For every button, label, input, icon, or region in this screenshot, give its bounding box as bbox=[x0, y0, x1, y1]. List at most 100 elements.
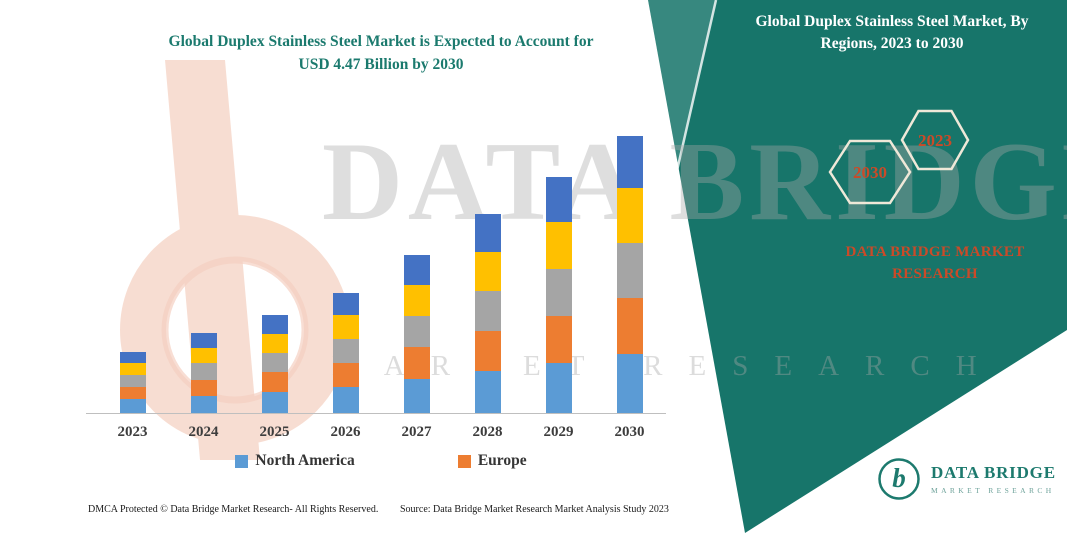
bar-segment bbox=[545, 363, 572, 413]
brand-name-text: DATA BRIDGE MARKET RESEARCH bbox=[845, 244, 1025, 282]
bar-segment bbox=[545, 222, 572, 269]
stacked-bar-2024 bbox=[190, 333, 217, 413]
bar-segment bbox=[190, 395, 217, 413]
bar-segment bbox=[616, 298, 643, 355]
bar-slot-2026 bbox=[310, 136, 381, 413]
bar-segment bbox=[261, 391, 288, 413]
logo-subtitle: MARKET RESEARCH bbox=[931, 486, 1055, 495]
legend-label: Europe bbox=[477, 452, 527, 469]
bar-slot-2023 bbox=[97, 136, 168, 413]
hexagon-2023-label: 2023 bbox=[918, 131, 952, 150]
dmca-notice: DMCA Protected © Data Bridge Market Rese… bbox=[88, 504, 379, 515]
bar-segment bbox=[545, 315, 572, 364]
bar-segment bbox=[190, 363, 217, 380]
bar-segment bbox=[190, 347, 217, 364]
watermark-data-bridge: DATA BRIDGE bbox=[322, 120, 1067, 244]
banner-title: Global Duplex Stainless Steel Market, By… bbox=[755, 13, 1029, 53]
bar-segment bbox=[119, 375, 146, 388]
bar-segment bbox=[119, 387, 146, 400]
x-axis-labels: 2023 2024 2025 2026 2027 2028 2029 2030 bbox=[97, 424, 665, 441]
bar-segment bbox=[261, 372, 288, 392]
bar-segment bbox=[474, 251, 501, 291]
bar-segment bbox=[474, 330, 501, 371]
stacked-bar-2029 bbox=[545, 176, 572, 413]
bar-slot-2025 bbox=[239, 136, 310, 413]
bar-segment bbox=[190, 379, 217, 396]
bar-segment bbox=[403, 284, 430, 316]
logo-text-block: DATA BRIDGE MARKET RESEARCH bbox=[931, 463, 1056, 495]
b-watermark-inner-ring bbox=[161, 256, 309, 404]
legend-item: Europe bbox=[457, 452, 527, 470]
chart-title-line1: Global Duplex Stainless Steel Market is … bbox=[168, 33, 594, 50]
bar-segment bbox=[616, 242, 643, 299]
bar-segment bbox=[332, 315, 359, 339]
brand-b-watermark bbox=[120, 60, 350, 460]
x-axis-label-2025: 2025 bbox=[259, 424, 290, 440]
hexagon-2023 bbox=[900, 109, 970, 171]
bar-segment bbox=[190, 333, 217, 348]
x-axis-label-2023: 2023 bbox=[117, 424, 148, 440]
bar-slot-2029 bbox=[523, 136, 594, 413]
bar-slot-2024 bbox=[168, 136, 239, 413]
bar-segment bbox=[616, 135, 643, 189]
hexagon-2030-label: 2030 bbox=[853, 163, 887, 182]
chart-title-line2: USD 4.47 Billion by 2030 bbox=[298, 56, 464, 74]
legend-swatch-icon bbox=[235, 454, 249, 468]
bar-segment bbox=[616, 354, 643, 413]
chart-legend: North America Europe bbox=[97, 452, 665, 470]
ribbon-white-slash bbox=[666, 0, 718, 211]
bar-segment bbox=[403, 255, 430, 285]
x-axis-label-2024: 2024 bbox=[188, 424, 219, 440]
bar-segment bbox=[261, 352, 288, 373]
x-axis-label-2026: 2026 bbox=[330, 424, 361, 440]
data-bridge-logo: b DATA BRIDGE MARKET RESEARCH bbox=[876, 456, 1056, 502]
bar-segment bbox=[545, 176, 572, 223]
chart-title: Global Duplex Stainless Steel Market is … bbox=[97, 30, 665, 77]
bar-slot-2028 bbox=[452, 136, 523, 413]
bar-segment bbox=[119, 363, 146, 376]
x-axis-label-2030: 2030 bbox=[614, 424, 645, 440]
year-hexagons: 2030 2023 bbox=[828, 109, 970, 205]
legend-label: North America bbox=[255, 452, 355, 469]
bar-segment bbox=[616, 188, 643, 243]
bar-segment bbox=[332, 362, 359, 387]
plot-area bbox=[97, 135, 665, 413]
logo-circle bbox=[878, 458, 920, 500]
stacked-bar-2030 bbox=[616, 135, 643, 413]
bar-segment bbox=[474, 290, 501, 331]
stacked-bar-2026 bbox=[332, 292, 359, 413]
bar-segment bbox=[403, 347, 430, 379]
bar-segment bbox=[474, 370, 501, 413]
stacked-bar-2023 bbox=[119, 352, 146, 413]
logo-name: DATA BRIDGE bbox=[931, 463, 1056, 482]
ribbon-light-wedge bbox=[648, 0, 716, 165]
bar-segment bbox=[332, 292, 359, 316]
hexagon-2030 bbox=[828, 139, 912, 205]
data-bridge-logo-icon: b bbox=[878, 458, 920, 500]
bar-segment bbox=[545, 268, 572, 316]
bar-segment bbox=[332, 387, 359, 413]
bar-segment bbox=[119, 352, 146, 364]
legend-swatch-icon bbox=[457, 454, 471, 468]
bar-segment bbox=[474, 214, 501, 252]
stacked-bar-2025 bbox=[261, 315, 288, 413]
logo-monogram: b bbox=[892, 463, 906, 493]
x-axis-label-2028: 2028 bbox=[472, 424, 503, 440]
bar-segment bbox=[403, 315, 430, 348]
bar-segment bbox=[332, 338, 359, 363]
stacked-bar-2028 bbox=[474, 214, 501, 413]
x-axis-line bbox=[86, 413, 666, 414]
teal-ribbon-shape bbox=[648, 0, 1067, 533]
legend-item: North America bbox=[235, 452, 355, 470]
stacked-bar-2027 bbox=[403, 255, 430, 413]
watermark-market-research: MARKET RESEARCH bbox=[332, 350, 1003, 382]
bar-slot-2027 bbox=[381, 136, 452, 413]
bar-segment bbox=[261, 315, 288, 334]
b-watermark-bowl bbox=[120, 215, 350, 445]
bar-segment bbox=[261, 333, 288, 353]
bar-segment bbox=[403, 378, 430, 413]
x-axis-label-2027: 2027 bbox=[401, 424, 432, 440]
x-axis-label-2029: 2029 bbox=[543, 424, 574, 440]
